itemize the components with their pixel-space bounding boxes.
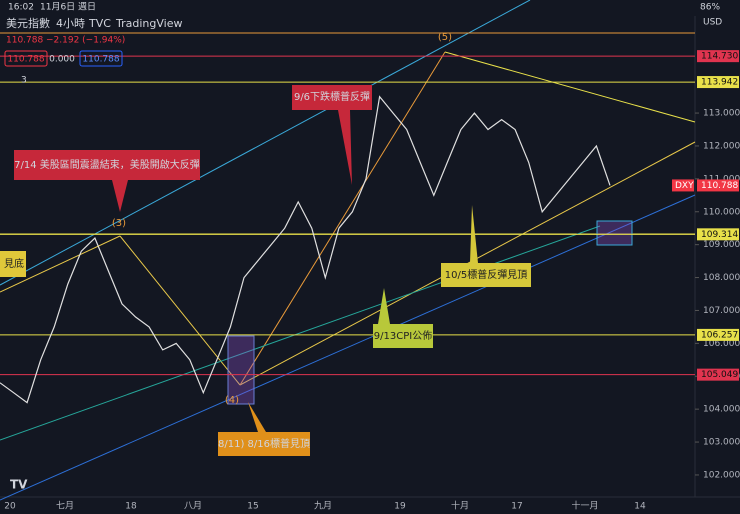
callout-text: 見底 <box>4 257 24 270</box>
callout <box>373 288 433 348</box>
y-tick-label: 110.000 <box>703 207 740 217</box>
callout <box>218 402 310 456</box>
trendline <box>239 51 446 386</box>
level-label: 106.257 <box>701 330 738 340</box>
x-tick-label: 十月 <box>451 500 469 512</box>
level-label: 105.049 <box>701 370 738 380</box>
callout-text: 9/6下跌標普反彈 <box>294 90 370 103</box>
bid[interactable]: 110.788 <box>7 55 44 65</box>
x-tick-label: 七月 <box>56 501 74 512</box>
callout <box>441 205 531 287</box>
logo: 𝗧𝗩 <box>10 478 28 492</box>
level-tag <box>697 328 739 341</box>
symbol-tag <box>672 179 694 192</box>
interval[interactable]: 4小時 <box>56 17 85 30</box>
status-date: 11月6日 週日 <box>40 2 96 13</box>
y-tick-label: 104.000 <box>703 405 740 415</box>
y-tick-label: 109.000 <box>703 240 740 250</box>
x-tick-label: 17 <box>511 502 522 512</box>
last-price-label: 110.788 <box>701 181 738 191</box>
source: TVC <box>88 17 111 30</box>
last-price-tag <box>697 179 739 192</box>
brand: TradingView <box>115 17 182 30</box>
y-tick-label: 111.000 <box>703 174 740 184</box>
x-tick-label: 九月 <box>314 501 332 512</box>
wave-label: (5) <box>438 32 452 43</box>
trendline <box>0 194 696 501</box>
x-tick-label: 十一月 <box>571 500 598 512</box>
level-tag <box>697 50 739 63</box>
spread: 0.000 <box>49 55 75 65</box>
callout <box>0 251 26 277</box>
trendline <box>119 235 241 386</box>
ask[interactable]: 110.788 <box>82 55 119 65</box>
callout-text: 9/13CPI公佈 <box>374 329 432 342</box>
x-tick-label: 20 <box>4 502 16 512</box>
level-label: 114.730 <box>701 52 738 62</box>
y-tick-label: 103.000 <box>703 438 740 448</box>
highlight-box <box>227 335 255 405</box>
trendline <box>444 51 696 123</box>
wave-label: (4) <box>225 395 239 406</box>
wave-label: (3) <box>112 218 126 229</box>
y-tick-label: 106.000 <box>703 339 740 349</box>
price-line <box>0 95 611 404</box>
trendline <box>0 0 531 286</box>
callout-text: 8/11) 8/16標普見頂 <box>218 437 310 450</box>
y-tick-label: 107.000 <box>703 306 740 316</box>
sell-button[interactable] <box>4 50 48 67</box>
level-label: 113.942 <box>701 78 738 88</box>
callout <box>14 150 200 212</box>
x-tick-label: 19 <box>394 502 406 512</box>
symbol-label: DXY <box>675 181 694 191</box>
price: 110.788 <box>6 36 43 46</box>
level-tag <box>697 76 739 89</box>
buy-button[interactable] <box>79 50 123 67</box>
levels <box>0 55 695 376</box>
change: −2.192 (−1.94%) <box>46 36 125 46</box>
indicator-count[interactable]: 3 <box>21 76 27 86</box>
x-tick-label: 18 <box>125 502 137 512</box>
symbol[interactable]: 美元指數 <box>6 16 50 30</box>
x-tick-label: 八月 <box>184 501 202 512</box>
y-tick-label: 102.000 <box>703 470 740 480</box>
y-tick-label: 108.000 <box>703 273 740 283</box>
level-tag <box>697 228 739 241</box>
x-tick-label: 15 <box>247 502 258 512</box>
plot <box>0 95 611 404</box>
x-tick-label: 14 <box>634 502 646 512</box>
callout-text: 7/14 美股區間震盪結束，美股開啟大反彈 <box>14 158 200 171</box>
highlight-box <box>596 220 633 246</box>
callout <box>292 85 372 185</box>
callout-text: 10/5標普反彈見頂 <box>445 268 527 281</box>
y-tick-label: 112.000 <box>703 141 740 151</box>
trendline <box>0 235 121 293</box>
trendline <box>0 225 601 441</box>
status-time: 16:02 <box>8 3 34 13</box>
currency[interactable]: USD <box>703 18 722 28</box>
level-tag <box>697 368 739 381</box>
y-tick-label: 113.000 <box>703 109 740 119</box>
battery: 86% <box>700 3 720 13</box>
level-label: 109.314 <box>701 230 738 240</box>
